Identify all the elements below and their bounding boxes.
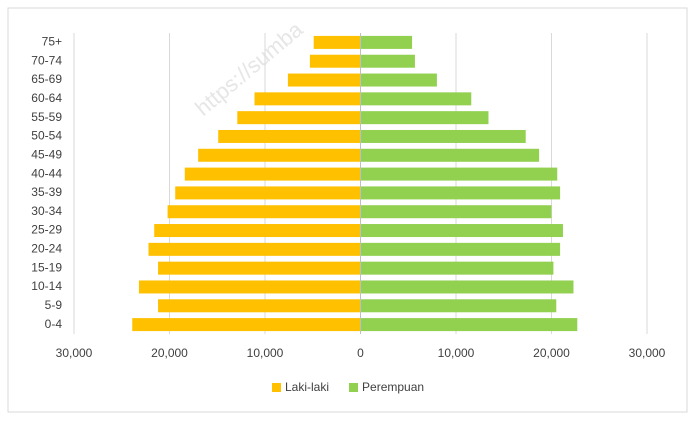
bar [360, 148, 540, 162]
x-tick-label: 20,000 [533, 346, 570, 360]
legend-swatch [272, 383, 281, 392]
bar [175, 186, 361, 200]
bar [148, 242, 361, 256]
bar [313, 35, 361, 49]
bar [237, 111, 361, 125]
bar [360, 92, 472, 106]
y-tick-label: 0-4 [45, 317, 63, 331]
bar [309, 54, 361, 68]
bar [360, 299, 557, 313]
bar [360, 280, 574, 294]
x-tick-label: 30,000 [56, 346, 93, 360]
legend-label: Perempuan [362, 380, 424, 394]
y-tick-label: 75+ [42, 35, 62, 49]
y-tick-label: 65-69 [31, 72, 62, 86]
bar [360, 318, 578, 332]
bar [254, 92, 361, 106]
bar [158, 299, 361, 313]
x-tick-label: 0 [357, 346, 364, 360]
x-tick-label: 30,000 [629, 346, 666, 360]
bar [167, 205, 361, 219]
bar [360, 73, 437, 87]
y-tick-label: 35-39 [31, 185, 62, 199]
bar [360, 54, 415, 68]
y-tick-label: 60-64 [31, 91, 62, 105]
bar [360, 205, 552, 219]
bar [360, 35, 413, 49]
y-tick-label: 25-29 [31, 223, 62, 237]
legend-label: Laki-laki [285, 380, 329, 394]
y-tick-label: 45-49 [31, 147, 62, 161]
y-tick-label: 15-19 [31, 260, 62, 274]
y-tick-label: 30-34 [31, 204, 62, 218]
y-tick-label: 70-74 [31, 53, 62, 67]
bar [184, 167, 361, 181]
bar [360, 186, 561, 200]
bar [158, 261, 361, 275]
bar [360, 129, 526, 143]
bar [198, 148, 361, 162]
bar [154, 224, 361, 238]
bar [132, 318, 361, 332]
bar [360, 111, 489, 125]
bar [360, 167, 558, 181]
y-tick-label: 55-59 [31, 110, 62, 124]
bar [287, 73, 361, 87]
bar [360, 242, 561, 256]
x-tick-label: 20,000 [151, 346, 188, 360]
bar [360, 261, 554, 275]
bar [138, 280, 361, 294]
y-tick-label: 40-44 [31, 166, 62, 180]
bar [218, 129, 361, 143]
y-tick-label: 20-24 [31, 242, 62, 256]
y-tick-label: 5-9 [45, 298, 63, 312]
y-tick-label: 10-14 [31, 279, 62, 293]
x-tick-label: 10,000 [438, 346, 475, 360]
x-tick-label: 10,000 [247, 346, 284, 360]
y-tick-label: 50-54 [31, 129, 62, 143]
legend-swatch [349, 383, 359, 392]
bar [360, 224, 563, 238]
